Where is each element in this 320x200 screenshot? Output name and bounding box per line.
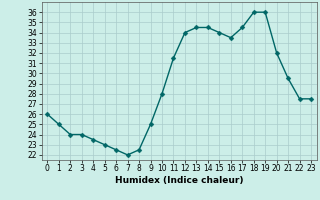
X-axis label: Humidex (Indice chaleur): Humidex (Indice chaleur) <box>115 176 244 185</box>
